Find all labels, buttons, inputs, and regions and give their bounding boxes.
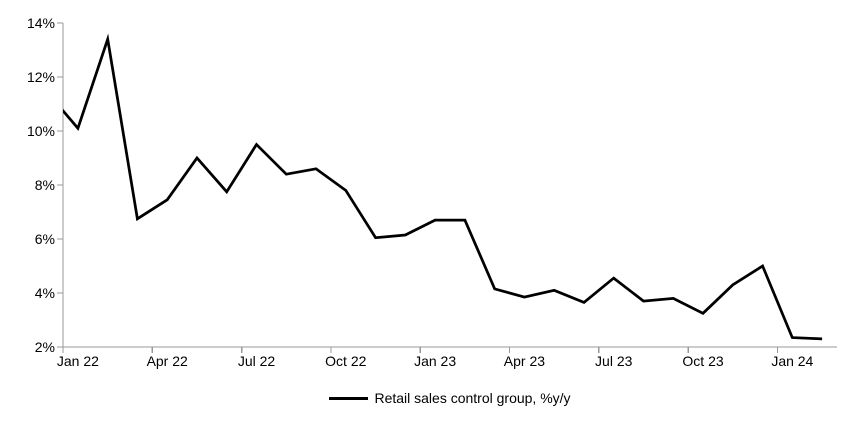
y-tick-label: 2% (35, 339, 55, 355)
x-tick-label: Jul 22 (238, 353, 276, 369)
x-tick-label: Jan 22 (57, 353, 99, 369)
chart-legend: Retail sales control group, %y/y (63, 389, 837, 407)
y-tick-label: 8% (35, 177, 55, 193)
y-tick-label: 14% (27, 15, 55, 31)
x-axis: Jan 22 Apr 22 Jul 22 Oct 22 Jan 23 Apr 23 Jul … (57, 347, 814, 369)
y-tick-label: 6% (35, 231, 55, 247)
x-tick-label: Apr 23 (504, 353, 545, 369)
legend-line-sample (329, 396, 369, 400)
x-tick-label: Apr 22 (147, 353, 188, 369)
x-tick-label: Jan 23 (414, 353, 456, 369)
x-tick-label: Jul 23 (595, 353, 633, 369)
x-tick-label: Oct 23 (682, 353, 723, 369)
legend-label: Retail sales control group, %y/y (374, 390, 571, 406)
x-tick-label: Oct 22 (325, 353, 366, 369)
y-axis: 2% 4% 6% 8% 10% 12% 14% (27, 15, 63, 355)
x-tick-label: Jan 24 (771, 353, 813, 369)
y-tick-label: 4% (35, 285, 55, 301)
series-line-retail-sales (63, 33, 823, 341)
y-tick-label: 12% (27, 69, 55, 85)
y-tick-label: 10% (27, 123, 55, 139)
